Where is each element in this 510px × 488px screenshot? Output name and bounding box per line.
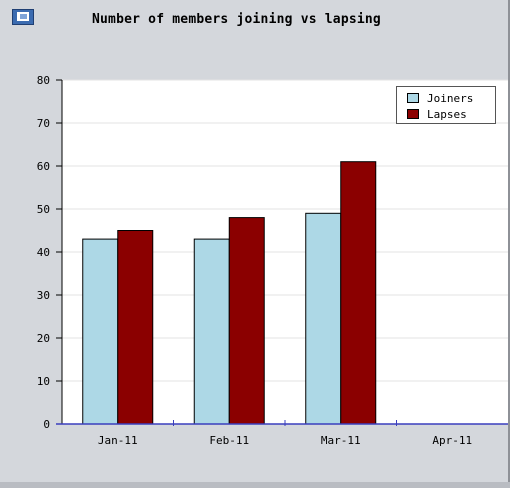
chart-window-icon[interactable]: [12, 9, 34, 25]
bar-lapses-jan-11: [117, 230, 154, 425]
bar-lapses-feb-11: [228, 217, 265, 425]
bar-joiners-mar-11: [305, 212, 342, 425]
legend-swatch-joiners: [407, 93, 419, 103]
x-tick-label: Apr-11: [432, 434, 472, 447]
y-tick-label: 30: [37, 289, 50, 302]
x-tick-label: Feb-11: [209, 434, 249, 447]
legend-swatch-lapses: [407, 109, 419, 119]
x-tick-label: Mar-11: [321, 434, 361, 447]
legend-label: Lapses: [427, 107, 467, 121]
chart-window-icon-glyph: [17, 12, 29, 21]
x-tick-label: Jan-11: [98, 434, 138, 447]
chart-title: Number of members joining vs lapsing: [92, 12, 381, 27]
y-tick-label: 50: [37, 203, 50, 216]
window-border: [0, 482, 510, 488]
legend-item: Lapses: [407, 107, 467, 121]
y-tick-label: 0: [43, 418, 50, 431]
bar-joiners-feb-11: [193, 238, 230, 425]
y-tick-label: 60: [37, 160, 50, 173]
y-tick-label: 40: [37, 246, 50, 259]
legend-label: Joiners: [427, 91, 474, 105]
legend-item: Joiners: [407, 91, 473, 105]
bar-lapses-mar-11: [340, 161, 377, 425]
legend: Joiners Lapses: [396, 86, 496, 124]
bar-joiners-jan-11: [82, 238, 119, 425]
y-tick-label: 10: [37, 375, 50, 388]
y-tick-label: 80: [37, 74, 50, 87]
window-border: [508, 0, 510, 488]
y-tick-label: 20: [37, 332, 50, 345]
y-tick-label: 70: [37, 117, 50, 130]
